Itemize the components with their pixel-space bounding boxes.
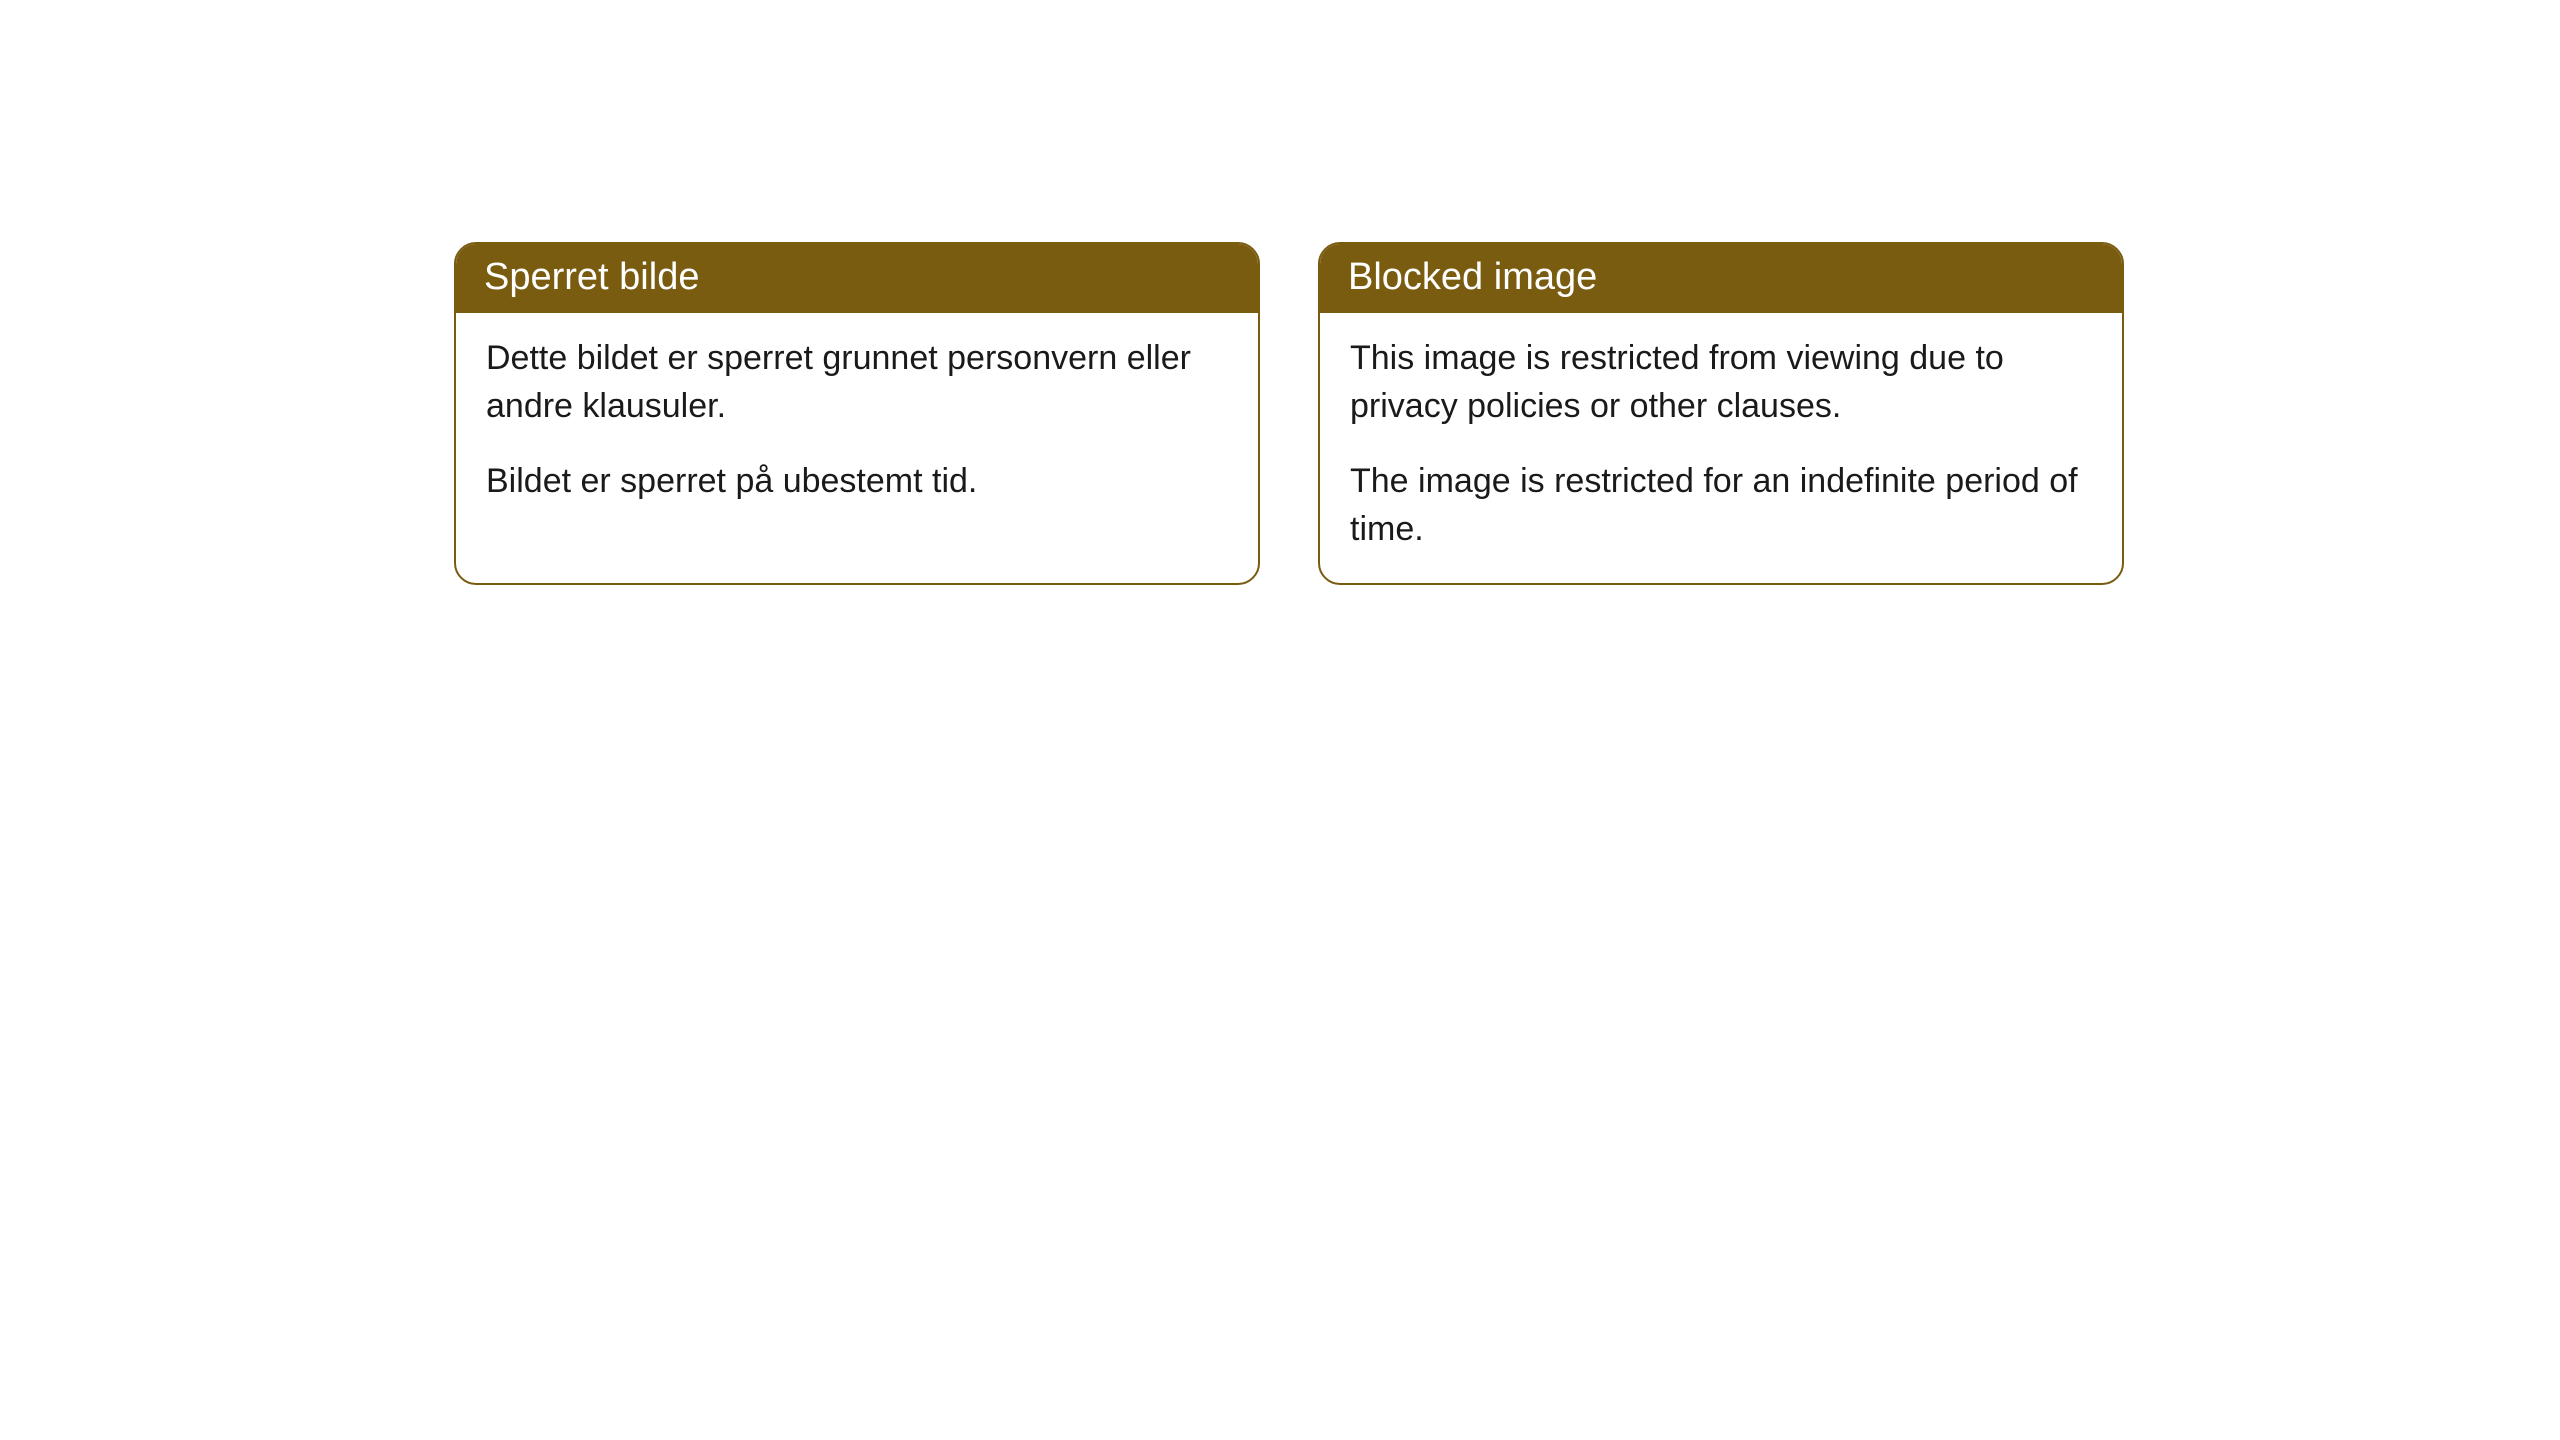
- card-title: Blocked image: [1348, 256, 1597, 298]
- card-body: This image is restricted from viewing du…: [1320, 313, 2122, 583]
- card-body: Dette bildet er sperret grunnet personve…: [456, 313, 1258, 536]
- card-header: Blocked image: [1320, 244, 2122, 313]
- card-paragraph: Bildet er sperret på ubestemt tid.: [486, 458, 1228, 506]
- card-paragraph: This image is restricted from viewing du…: [1350, 335, 2092, 430]
- card-paragraph: The image is restricted for an indefinit…: [1350, 458, 2092, 553]
- notice-card-english: Blocked image This image is restricted f…: [1318, 242, 2124, 585]
- notice-cards-container: Sperret bilde Dette bildet er sperret gr…: [454, 242, 2560, 585]
- card-header: Sperret bilde: [456, 244, 1258, 313]
- card-title: Sperret bilde: [484, 256, 699, 298]
- notice-card-norwegian: Sperret bilde Dette bildet er sperret gr…: [454, 242, 1260, 585]
- card-paragraph: Dette bildet er sperret grunnet personve…: [486, 335, 1228, 430]
